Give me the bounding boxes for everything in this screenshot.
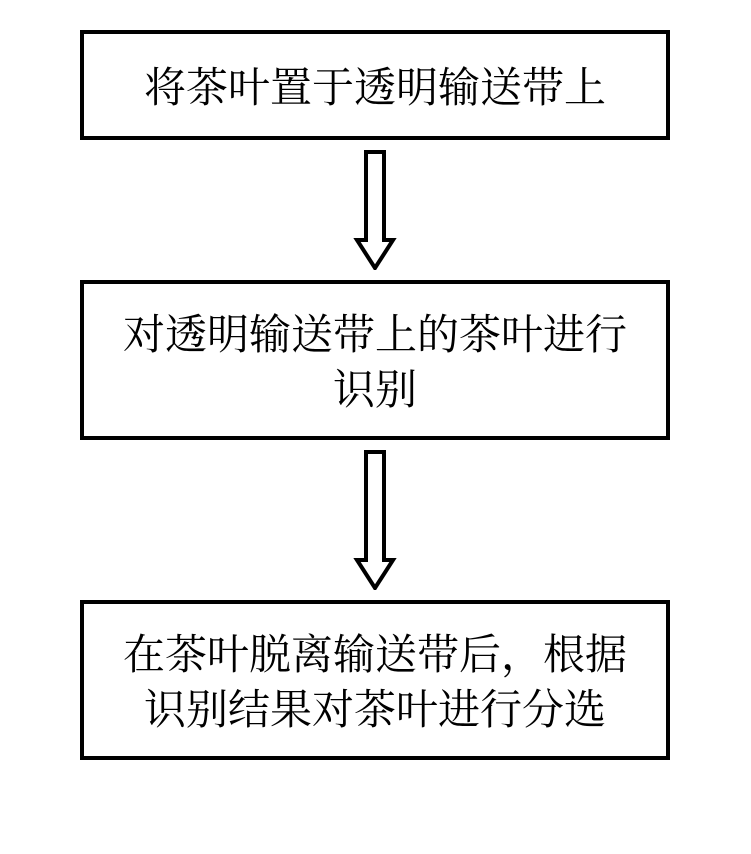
- flow-arrow-step1-step2: [353, 150, 397, 270]
- flow-node-label: 在茶叶脱离输送带后，根据 识别结果对茶叶进行分选: [123, 625, 627, 734]
- flow-arrow-step2-step3: [353, 450, 397, 590]
- flow-node-step2: 对透明输送带上的茶叶进行 识别: [80, 280, 670, 440]
- flow-node-step1: 将茶叶置于透明输送带上: [80, 30, 670, 140]
- flow-node-label: 对透明输送带上的茶叶进行 识别: [123, 305, 627, 414]
- flow-node-label: 将茶叶置于透明输送带上: [144, 58, 606, 113]
- flow-node-step3: 在茶叶脱离输送带后，根据 识别结果对茶叶进行分选: [80, 600, 670, 760]
